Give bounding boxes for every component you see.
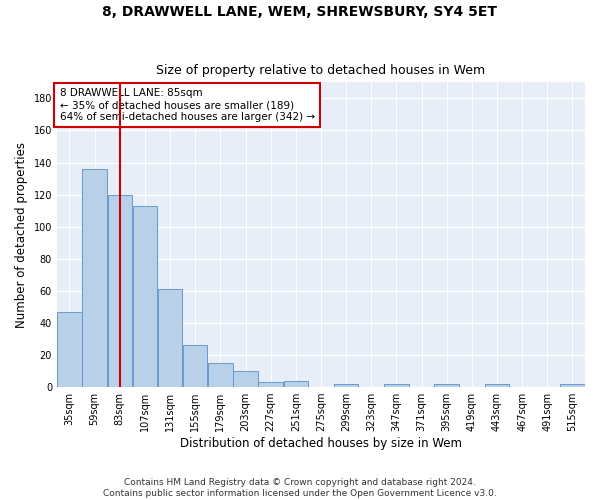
Bar [208,363,233,387]
Text: 8 DRAWWELL LANE: 85sqm
← 35% of detached houses are smaller (189)
64% of semi-de: 8 DRAWWELL LANE: 85sqm ← 35% of detached… [59,88,314,122]
Text: 8, DRAWWELL LANE, WEM, SHREWSBURY, SY4 5ET: 8, DRAWWELL LANE, WEM, SHREWSBURY, SY4 5… [103,5,497,19]
Bar [57,312,82,387]
Bar [560,384,584,387]
Bar [259,382,283,387]
Bar [384,384,409,387]
Bar [107,194,132,387]
Bar [183,346,208,387]
Bar [284,380,308,387]
Bar [133,206,157,387]
Bar [158,289,182,387]
Title: Size of property relative to detached houses in Wem: Size of property relative to detached ho… [157,64,485,77]
Text: Contains HM Land Registry data © Crown copyright and database right 2024.
Contai: Contains HM Land Registry data © Crown c… [103,478,497,498]
X-axis label: Distribution of detached houses by size in Wem: Distribution of detached houses by size … [180,437,462,450]
Bar [334,384,358,387]
Bar [82,169,107,387]
Y-axis label: Number of detached properties: Number of detached properties [15,142,28,328]
Bar [233,371,258,387]
Bar [485,384,509,387]
Bar [434,384,459,387]
